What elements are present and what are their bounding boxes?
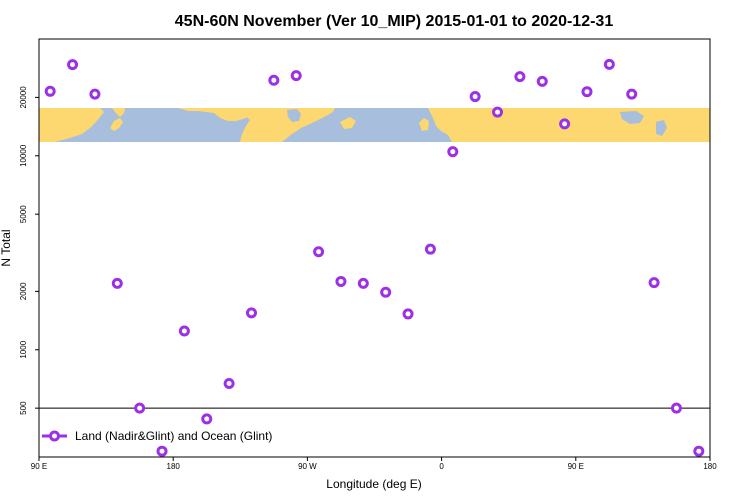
data-point	[514, 71, 526, 83]
legend-swatch-marker	[49, 430, 60, 442]
data-point	[693, 445, 705, 457]
data-point	[626, 88, 638, 100]
data-point	[223, 377, 235, 389]
y-tick-label: 1000	[19, 340, 28, 358]
data-point	[89, 88, 101, 100]
x-tick-label: 90 E	[568, 462, 584, 471]
y-axis-title: N Total	[0, 229, 13, 266]
map-strip	[39, 108, 710, 142]
land-sea-of-japan	[656, 120, 667, 136]
data-point	[670, 402, 682, 414]
x-tick-label: 180	[703, 462, 717, 471]
data-point	[313, 246, 325, 258]
data-point	[44, 85, 56, 97]
data-point	[492, 106, 504, 118]
x-tick-label: 180	[167, 462, 181, 471]
data-point	[290, 70, 302, 82]
x-tick-label: 0	[439, 462, 444, 471]
y-axis-ticks: 500 1000 2000 5000 10000 20000	[19, 86, 39, 415]
data-point	[603, 58, 615, 70]
y-tick-label: 5000	[19, 205, 28, 223]
data-point	[111, 277, 123, 289]
legend-label: Land (Nadir&Glint) and Ocean (Glint)	[75, 429, 272, 443]
y-tick-label: 10000	[19, 144, 28, 167]
data-point	[536, 75, 548, 87]
data-point	[402, 308, 414, 320]
data-point	[380, 286, 392, 298]
land-uk	[419, 118, 429, 131]
data-point	[335, 275, 347, 287]
data-point	[201, 413, 213, 425]
data-point	[67, 59, 79, 71]
land-north-america	[236, 108, 335, 142]
x-tick-label: 90 E	[31, 462, 47, 471]
data-points	[44, 58, 705, 457]
land-sea-of-okhotsk	[620, 111, 644, 124]
x-axis-ticks: 90 E 180 90 W 0 90 E 180	[31, 457, 717, 471]
land-pacific-gap	[672, 108, 710, 142]
data-point	[178, 325, 190, 337]
data-point	[581, 86, 593, 98]
chart-title: 45N-60N November (Ver 10_MIP) 2015-01-01…	[175, 13, 614, 30]
data-point	[156, 445, 168, 457]
land-asia	[39, 108, 104, 142]
y-tick-label: 2000	[19, 282, 28, 300]
data-point	[134, 402, 146, 414]
data-point	[268, 74, 280, 86]
land-japan	[110, 118, 123, 131]
land-hudson-bay	[287, 109, 301, 122]
data-point	[447, 146, 459, 158]
x-tick-label: 90 W	[298, 462, 317, 471]
land-kamchatka	[112, 108, 125, 117]
data-point	[357, 277, 369, 289]
plot-frame	[38, 38, 711, 458]
land-alaska	[178, 108, 260, 121]
x-axis-title: Longitude (deg E)	[326, 477, 421, 491]
y-tick-label: 20000	[19, 86, 28, 109]
data-point	[469, 91, 481, 103]
land-newfoundland	[340, 117, 356, 129]
y-tick-label: 500	[19, 401, 28, 415]
data-point	[245, 307, 257, 319]
data-point	[648, 277, 660, 289]
data-point	[424, 243, 436, 255]
legend: Land (Nadir&Glint) and Ocean (Glint)	[42, 429, 272, 443]
data-point	[559, 118, 571, 130]
